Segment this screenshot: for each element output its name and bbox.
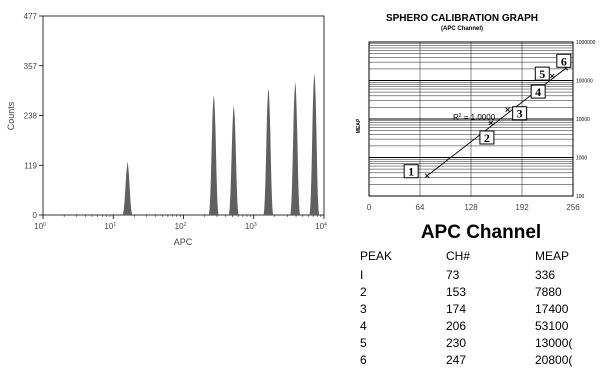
table-row: 5 230 13000(: [360, 335, 602, 351]
cell-peak: 2: [360, 285, 367, 299]
cell-channel: 230: [446, 336, 467, 350]
peak-label: 6: [561, 54, 567, 68]
peak-label-box: [479, 130, 495, 145]
calibration-subtitle: (APC Channel): [441, 26, 483, 32]
histogram-peak: [122, 161, 133, 215]
cell-peak: 3: [360, 302, 367, 316]
cell-peak: 5: [360, 336, 367, 350]
peak-label-box: [530, 84, 546, 99]
cell-meap: 336: [535, 268, 556, 282]
calibration-x-tick-label: 192: [515, 203, 529, 212]
cell-channel: 174: [446, 302, 467, 316]
calibration-y-tick-label: 100000: [576, 79, 593, 85]
peak-label-box: [403, 164, 419, 179]
calibration-point: [488, 120, 494, 126]
histogram-y-tick-label: 119: [24, 161, 37, 170]
calibration-point: [549, 73, 555, 79]
calibration-y-ticks: 100 1000 10000 100000 1000000: [576, 40, 596, 200]
calibration-x-tick-label: 128: [464, 203, 478, 212]
cell-meap: 17400: [535, 302, 569, 316]
calibration-points: 1 2 34 5 6: [403, 53, 572, 179]
table-title: APC Channel: [420, 222, 542, 243]
cell-channel: 73: [446, 268, 460, 282]
cell-meap: 13000(: [535, 336, 573, 350]
peak-label: 5: [539, 67, 545, 81]
histogram-peak: [228, 105, 239, 215]
histogram-x-tick-label: 103: [245, 222, 257, 231]
table-row: 6 247 20800(: [360, 352, 602, 368]
peak-label: 1: [408, 165, 414, 179]
sphero-calibration-graph: SPHERO CALIBRATION GRAPH (APC Channel) 1…: [356, 13, 596, 212]
peak-label: 4: [535, 85, 541, 99]
calibration-grid: [369, 42, 573, 197]
cell-peak: 4: [360, 319, 367, 333]
histogram-y-tick-label: 477: [24, 12, 38, 21]
histogram-y-tick-label: 0: [33, 211, 38, 220]
calibration-frame: [368, 41, 574, 197]
calibration-point: [505, 107, 510, 113]
histogram-peak: [309, 73, 320, 215]
table-row: 4 206 53100: [360, 318, 602, 334]
peak-label-box: [556, 53, 572, 68]
peak-label: 2: [484, 131, 490, 145]
table-row: 3 174 17400: [360, 301, 602, 317]
cell-peak: I: [360, 268, 364, 282]
calibration-y-tick-label: 10000: [576, 117, 590, 123]
peak-label-box: [534, 66, 550, 81]
histogram-peak: [208, 95, 219, 215]
histogram-x-tick-label: 104: [315, 222, 327, 231]
histogram-x-tick-label: 102: [175, 222, 187, 231]
apc-channel-table: APC Channel PEAK CH# MEAP I 73 336 2 153…: [360, 222, 602, 375]
cell-meap: 53100: [535, 319, 569, 333]
cell-channel: 153: [446, 285, 467, 299]
calibration-y-tick-label: 1000: [576, 156, 587, 162]
calibration-x-tick-label: 0: [367, 203, 372, 212]
histogram-peak: [263, 88, 274, 215]
r-squared-label: R2 = 1.0000: [453, 113, 496, 122]
histogram-peak: [290, 82, 301, 215]
histogram-x-axis-label: APC: [174, 237, 193, 247]
peak-label-box: [512, 106, 528, 121]
calibration-y-tick-label: 100: [576, 194, 585, 200]
peak-label: 3: [517, 107, 523, 121]
calibration-title: SPHERO CALIBRATION GRAPH: [386, 13, 538, 24]
histogram-x-tick-label: 100: [34, 222, 46, 231]
histogram-y-ticks: 0 119 238 357 477: [24, 12, 43, 220]
cell-meap: 20800(: [535, 353, 573, 367]
calibration-x-tick-label: 256: [566, 203, 580, 212]
table-row: I 73 336: [360, 267, 602, 283]
histogram-y-axis-label: Counts: [6, 101, 16, 130]
histogram-x-tick-label: 101: [104, 222, 116, 231]
calibration-x-ticks: 0 64 128 192 256: [367, 203, 580, 212]
header-meap: MEAP: [535, 249, 570, 263]
histogram-frame: [42, 15, 325, 216]
table-header: PEAK CH# MEAP: [360, 248, 602, 264]
histogram-x-ticks: 100 101 102 103 104: [34, 215, 327, 231]
header-peak: PEAK: [360, 249, 393, 263]
calibration-y-tick-label: 1000000: [576, 40, 596, 46]
cell-channel: 247: [446, 353, 467, 367]
calibration-y-axis-label: MEAP: [356, 118, 362, 133]
cell-peak: 6: [360, 353, 367, 367]
histogram-peaks: [122, 73, 320, 215]
histogram-y-tick-label: 357: [24, 62, 38, 71]
calibration-point: [424, 173, 430, 179]
header-channel: CH#: [446, 249, 471, 263]
histogram-y-tick-label: 238: [24, 112, 38, 121]
cell-meap: 7880: [535, 285, 562, 299]
calibration-x-tick-label: 64: [416, 203, 425, 212]
table-row: 2 153 7880: [360, 284, 602, 300]
apc-histogram: 0 119 238 357 477 100 101 102 103 104 Counts APC: [6, 12, 327, 247]
cell-channel: 206: [446, 319, 467, 333]
